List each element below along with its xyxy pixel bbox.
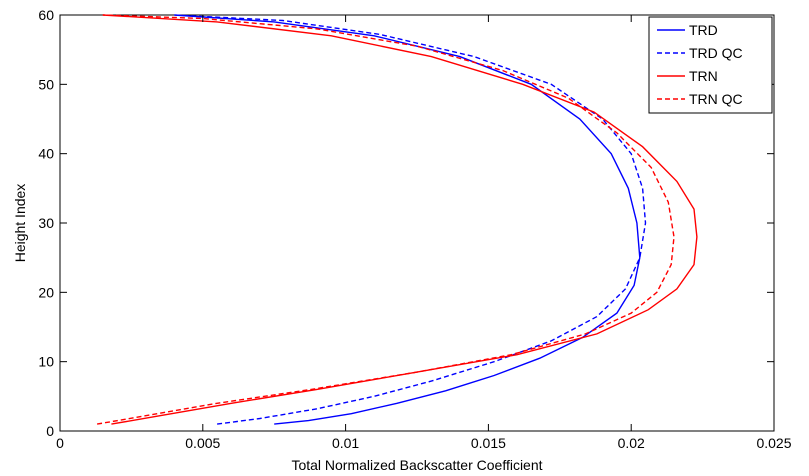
y-tick-label: 30 — [38, 215, 54, 231]
y-tick-label: 0 — [46, 423, 54, 439]
y-axis-label: Height Index — [12, 184, 28, 263]
x-tick-label: 0.025 — [756, 435, 791, 451]
y-tick-label: 50 — [38, 76, 54, 92]
series-line-trd — [174, 14, 641, 425]
ticks-layer: 0 0.005 0.01 0.015 0.02 0.025 0 10 20 30 40 50 60 — [38, 7, 791, 451]
x-tick-label: 0.01 — [332, 435, 359, 451]
y-tick-label: 20 — [38, 284, 54, 300]
legend-box — [648, 16, 773, 114]
series-line-trn — [102, 14, 698, 425]
legend-label: TRN QC — [689, 91, 743, 107]
x-tick-label: 0.005 — [185, 435, 220, 451]
x-axis-label: Total Normalized Backscatter Coefficient — [291, 457, 542, 473]
series-line-trn-qc — [96, 14, 675, 425]
y-tick-label: 10 — [38, 354, 54, 370]
x-tick-label: 0.02 — [618, 435, 645, 451]
x-tick-label: 0 — [56, 435, 64, 451]
legend-label: TRD QC — [689, 45, 743, 61]
legend-label: TRD — [689, 22, 718, 38]
y-tick-label: 40 — [38, 146, 54, 162]
x-tick-label: 0.015 — [471, 435, 506, 451]
legend: TRD TRD QC TRN TRN QC — [648, 16, 773, 114]
series-layer — [96, 14, 698, 425]
legend-label: TRN — [689, 68, 718, 84]
y-tick-label: 60 — [38, 7, 54, 23]
